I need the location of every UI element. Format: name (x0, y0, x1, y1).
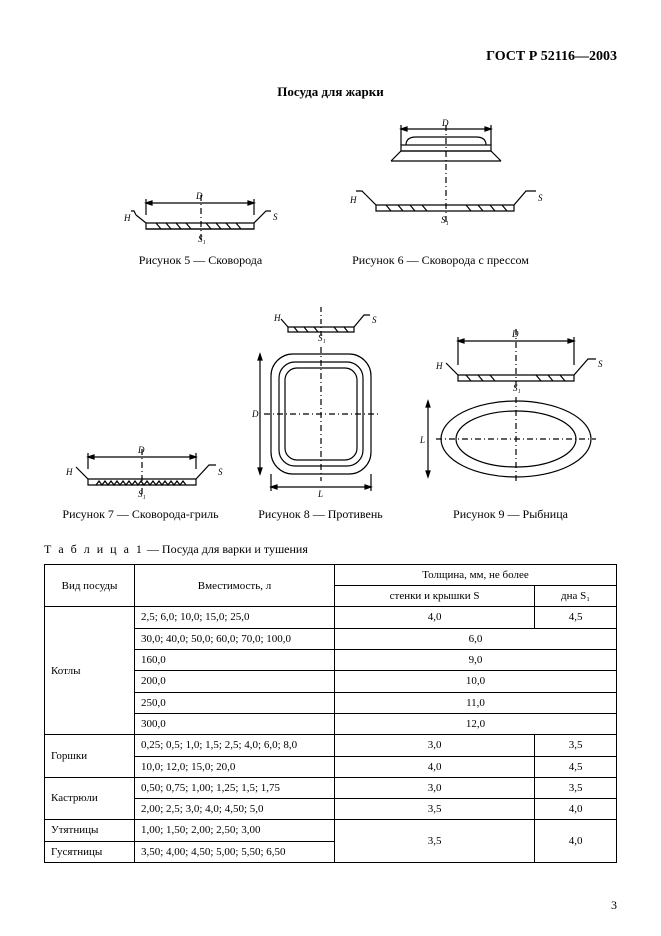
figure-9: D H S₁ L S Рисунок 9 — Рыбница (416, 319, 606, 523)
figure-6-caption: Рисунок 6 — Сковорода с прессом (326, 253, 556, 269)
fig6-H-label: H (349, 195, 357, 205)
cell-s: 3,5 (335, 799, 535, 820)
cell-s1: 4,5 (535, 607, 617, 628)
fig5-H-label: H (123, 213, 131, 223)
cookware-table: Вид посуды Вместимость, л Толщина, мм, н… (44, 564, 617, 863)
table-row: Котлы 2,5; 6,0; 10,0; 15,0; 25,0 4,0 4,5 (45, 607, 617, 628)
figure-6-svg: D S H S₁ (326, 115, 556, 245)
cell-cap: 1,00; 1,50; 2,00; 2,50; 3,00 (135, 820, 335, 841)
th-vid: Вид посуды (45, 564, 135, 607)
cell-merged: 6,0 (335, 628, 617, 649)
th-bottom: дна S₁ (535, 586, 617, 607)
cell-cap: 3,50; 4,00; 4,50; 5,00; 5,50; 6,50 (135, 841, 335, 862)
cell-cap: 0,50; 0,75; 1,00; 1,25; 1,5; 1,75 (135, 777, 335, 798)
fig7-S-label: S (218, 467, 223, 477)
figure-5-caption: Рисунок 5 — Сковорода (106, 253, 296, 269)
cell-cap: 250,0 (135, 692, 335, 713)
cell-merged: 10,0 (335, 671, 617, 692)
figure-9-svg: D H S₁ L S (416, 319, 606, 499)
cell-vid: Котлы (45, 607, 135, 735)
fig7-H-label: H (65, 467, 73, 477)
figure-7-caption: Рисунок 7 — Сковорода-гриль (56, 507, 226, 523)
table-row: Утятницы 1,00; 1,50; 2,00; 2,50; 3,00 3,… (45, 820, 617, 841)
cell-cap: 10,0; 12,0; 15,0; 20,0 (135, 756, 335, 777)
table-body: Котлы 2,5; 6,0; 10,0; 15,0; 25,0 4,0 4,5… (45, 607, 617, 863)
cell-vid: Гусятницы (45, 841, 135, 862)
figure-8-caption: Рисунок 8 — Противень (246, 507, 396, 523)
table-title-rest: — Посуда для варки и тушения (144, 542, 308, 556)
fig8-L-label: L (317, 489, 323, 499)
section-title: Посуда для жарки (44, 84, 617, 101)
fig5-S1-label: S₁ (198, 234, 206, 244)
cell-cap: 160,0 (135, 650, 335, 671)
figure-8: S H S₁ D L Рисунок 8 — Противень (246, 289, 396, 523)
table-row: Кастрюли 0,50; 0,75; 1,00; 1,25; 1,5; 1,… (45, 777, 617, 798)
figure-5: D H S S₁ Рисунок 5 — Сковорода (106, 155, 296, 269)
cell-cap: 30,0; 40,0; 50,0; 60,0; 70,0; 100,0 (135, 628, 335, 649)
figure-9-caption: Рисунок 9 — Рыбница (416, 507, 606, 523)
cell-s: 3,5 (335, 820, 535, 863)
cell-s: 4,0 (335, 607, 535, 628)
cell-s: 3,0 (335, 735, 535, 756)
th-thick: Толщина, мм, не более (335, 564, 617, 585)
table-title: Т а б л и ц а 1 — Посуда для варки и туш… (44, 542, 617, 558)
fig6-S1-label: S₁ (441, 215, 449, 225)
figure-6: D S H S₁ Рисунок 6 — Сковорода с прессом (326, 115, 556, 269)
cell-merged: 9,0 (335, 650, 617, 671)
fig8-S-label: S (372, 315, 377, 325)
table-title-prefix: Т а б л и ц а 1 (44, 542, 144, 556)
cell-cap: 200,0 (135, 671, 335, 692)
fig8-H-label: H (273, 313, 281, 323)
fig5-S-label: S (273, 212, 278, 222)
cell-cap: 2,5; 6,0; 10,0; 15,0; 25,0 (135, 607, 335, 628)
table-header-row-1: Вид посуды Вместимость, л Толщина, мм, н… (45, 564, 617, 585)
fig9-S-label: S (598, 359, 603, 369)
page-header: ГОСТ Р 52116—2003 (44, 48, 617, 66)
cell-vid: Кастрюли (45, 777, 135, 820)
cell-s1: 4,0 (535, 799, 617, 820)
fig9-L-label: L (419, 435, 425, 445)
fig7-D-label: D (137, 445, 145, 455)
cell-cap: 300,0 (135, 713, 335, 734)
fig6-D-label: D (441, 118, 449, 128)
figure-7: D H S S₁ Рисунок 7 — Сковорода-гриль (56, 419, 226, 523)
figure-5-svg: D H S S₁ (106, 155, 296, 245)
figure-row-1: D H S S₁ Рисунок 5 — Сковорода (44, 115, 617, 269)
cell-cap: 2,00; 2,5; 3,0; 4,0; 4,50; 5,0 (135, 799, 335, 820)
fig8-S1-label: S₁ (318, 333, 326, 343)
cell-s1: 3,5 (535, 735, 617, 756)
th-walls: стенки и крышки S (335, 586, 535, 607)
page-number: 3 (611, 898, 617, 914)
fig5-D-label: D (195, 191, 203, 201)
fig8-D-label: D (251, 409, 259, 419)
fig7-S1-label: S₁ (138, 489, 146, 499)
cell-s1: 3,5 (535, 777, 617, 798)
cell-vid: Утятницы (45, 820, 135, 841)
fig9-S1-label: S₁ (513, 383, 521, 393)
cell-s1: 4,0 (535, 820, 617, 863)
cell-s: 3,0 (335, 777, 535, 798)
fig6-S-label: S (538, 193, 543, 203)
cell-vid: Горшки (45, 735, 135, 778)
cell-cap: 0,25; 0,5; 1,0; 1,5; 2,5; 4,0; 6,0; 8,0 (135, 735, 335, 756)
fig9-D-label: D (511, 329, 519, 339)
fig9-H-label: H (435, 361, 443, 371)
cell-merged: 12,0 (335, 713, 617, 734)
figure-8-svg: S H S₁ D L (246, 289, 396, 499)
th-cap: Вместимость, л (135, 564, 335, 607)
figure-7-svg: D H S S₁ (56, 419, 226, 499)
cell-s1: 4,5 (535, 756, 617, 777)
figure-row-2: D H S S₁ Рисунок 7 — Сковорода-гриль (44, 289, 617, 523)
table-row: Горшки 0,25; 0,5; 1,0; 1,5; 2,5; 4,0; 6,… (45, 735, 617, 756)
cell-s: 4,0 (335, 756, 535, 777)
cell-merged: 11,0 (335, 692, 617, 713)
